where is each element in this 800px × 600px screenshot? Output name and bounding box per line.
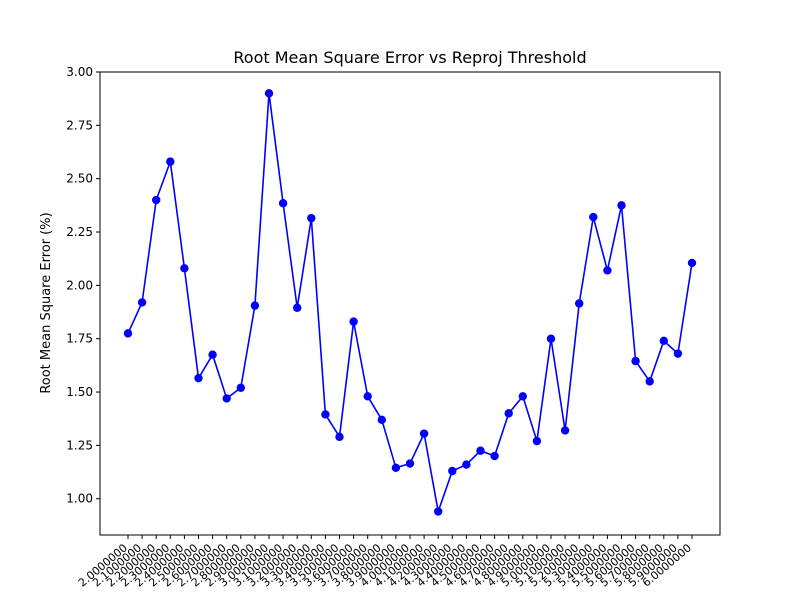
- data-point: [321, 410, 330, 419]
- data-point: [180, 264, 189, 273]
- data-point: [307, 213, 316, 223]
- data-point: [518, 392, 527, 401]
- data-point: [236, 383, 245, 392]
- data-point: [631, 356, 640, 366]
- data-point: [137, 298, 147, 307]
- y-tick-label: 1.50: [66, 385, 93, 399]
- data-point: [123, 329, 133, 338]
- y-tick-label: 3.00: [66, 65, 93, 79]
- data-point: [673, 349, 683, 358]
- data-point: [166, 157, 175, 166]
- data-point: [462, 460, 471, 469]
- data-point: [250, 301, 260, 310]
- data-point: [152, 195, 161, 205]
- data-point: [448, 466, 457, 476]
- data-point: [560, 426, 570, 435]
- y-tick-label: 2.00: [66, 278, 93, 292]
- data-point: [617, 201, 626, 210]
- y-tick-label: 1.25: [66, 438, 93, 452]
- data-point: [349, 317, 358, 326]
- data-point: [391, 463, 401, 472]
- data-point: [546, 334, 556, 343]
- data-point: [575, 299, 584, 308]
- chart-title: Root Mean Square Error vs Reproj Thresho…: [233, 48, 586, 67]
- y-tick-label: 1.00: [66, 492, 93, 506]
- data-point: [335, 432, 344, 442]
- data-point: [194, 373, 203, 383]
- data-point: [434, 507, 443, 516]
- data-point: [532, 436, 542, 446]
- y-tick-label: 2.25: [66, 225, 93, 239]
- y-tick-label: 2.75: [66, 118, 93, 132]
- data-point: [293, 303, 302, 312]
- plot-frame: [99, 71, 721, 536]
- data-point: [264, 89, 274, 98]
- data-point: [589, 212, 598, 222]
- series-line: [127, 93, 693, 515]
- data-point: [377, 415, 386, 424]
- data-point: [504, 409, 513, 418]
- data-point: [659, 336, 668, 346]
- data-point: [490, 451, 499, 461]
- plot-area: 1.001.251.501.752.002.252.502.753.002.00…: [66, 65, 697, 590]
- data-point: [419, 429, 429, 438]
- y-axis-label: Root Mean Square Error (%): [39, 212, 54, 393]
- y-tick-label: 1.75: [66, 332, 93, 346]
- data-point: [645, 377, 654, 386]
- data-point: [208, 350, 217, 359]
- data-point: [603, 266, 612, 275]
- data-point: [222, 394, 231, 403]
- data-point: [687, 258, 697, 268]
- data-point: [476, 446, 485, 455]
- data-point: [363, 392, 372, 401]
- data-point: [278, 199, 288, 208]
- y-tick-label: 2.50: [66, 172, 93, 186]
- data-point: [405, 459, 415, 468]
